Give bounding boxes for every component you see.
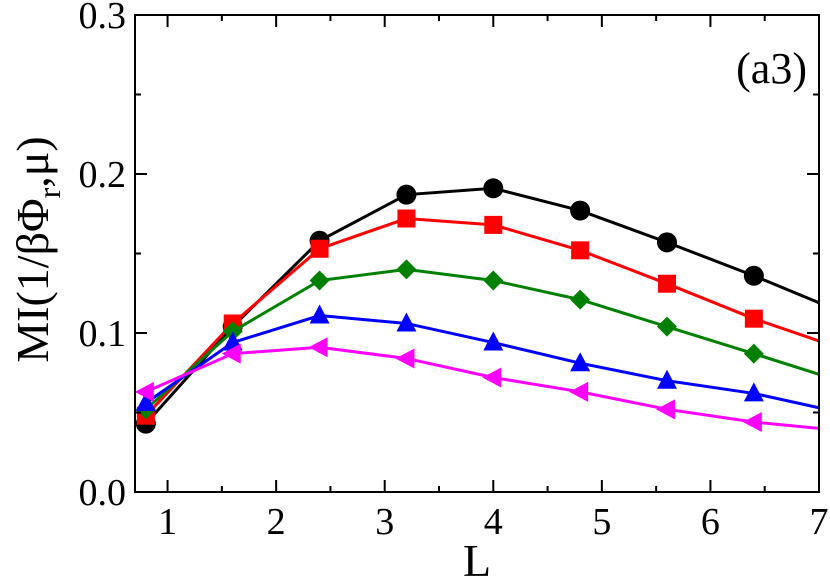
data-point bbox=[483, 270, 504, 291]
data-point bbox=[222, 321, 243, 342]
data-point bbox=[221, 343, 241, 364]
y-axis-label-main: MI(1/βΦ bbox=[7, 198, 58, 362]
x-tick-label: 4 bbox=[484, 501, 503, 543]
data-point bbox=[134, 381, 154, 402]
x-axis-label: L bbox=[463, 535, 491, 581]
data-point bbox=[482, 367, 502, 388]
data-point bbox=[570, 352, 591, 372]
series bbox=[135, 304, 819, 411]
y-tick-label: 0.0 bbox=[79, 472, 127, 514]
data-point bbox=[657, 232, 677, 253]
data-point bbox=[483, 178, 504, 199]
y-tick-label: 0.2 bbox=[79, 154, 127, 196]
x-tick-label: 7 bbox=[810, 501, 829, 543]
y-axis-label-tail: ,μ) bbox=[7, 136, 58, 187]
data-point bbox=[483, 331, 504, 351]
data-point bbox=[570, 200, 591, 221]
data-point bbox=[657, 316, 677, 337]
data-point bbox=[742, 412, 762, 433]
data-point bbox=[658, 274, 676, 293]
data-point bbox=[396, 312, 417, 332]
series-layer bbox=[134, 178, 819, 434]
series bbox=[136, 209, 819, 425]
ticks-layer: 1 2 3 4 5 6 7 0.0 0.1 0.2 0.3 bbox=[79, 0, 829, 543]
series bbox=[135, 178, 819, 434]
data-point bbox=[656, 399, 675, 420]
series-line bbox=[144, 217, 819, 417]
data-point bbox=[396, 259, 417, 280]
y-axis-label: MI(1/βΦr,μ) bbox=[7, 136, 67, 363]
panel-label: (a3) bbox=[736, 44, 807, 93]
x-tick-label: 6 bbox=[701, 501, 720, 543]
x-tick-label: 5 bbox=[592, 501, 611, 543]
y-axis-label-subscript: r bbox=[31, 187, 67, 198]
x-tick-label: 1 bbox=[158, 501, 177, 543]
data-point bbox=[135, 391, 156, 411]
data-point bbox=[743, 265, 764, 286]
x-tick-label: 3 bbox=[375, 501, 394, 543]
data-point bbox=[309, 270, 330, 291]
series-line bbox=[145, 313, 819, 410]
plot-frame bbox=[134, 14, 820, 493]
data-point bbox=[657, 369, 677, 389]
data-point bbox=[743, 343, 764, 364]
y-tick-label: 0.3 bbox=[79, 0, 127, 37]
data-point bbox=[570, 289, 591, 310]
data-point bbox=[484, 215, 503, 234]
y-tick-label: 0.1 bbox=[79, 313, 127, 355]
data-point bbox=[743, 382, 764, 402]
data-point bbox=[569, 381, 589, 402]
data-point bbox=[571, 241, 590, 260]
x-tick-label: 2 bbox=[267, 501, 286, 543]
data-point bbox=[308, 337, 328, 358]
data-point bbox=[309, 304, 330, 324]
data-point bbox=[396, 184, 417, 205]
data-point bbox=[397, 209, 416, 228]
data-point bbox=[395, 348, 415, 369]
data-point bbox=[310, 239, 329, 258]
data-point bbox=[744, 309, 763, 328]
series bbox=[134, 337, 819, 433]
